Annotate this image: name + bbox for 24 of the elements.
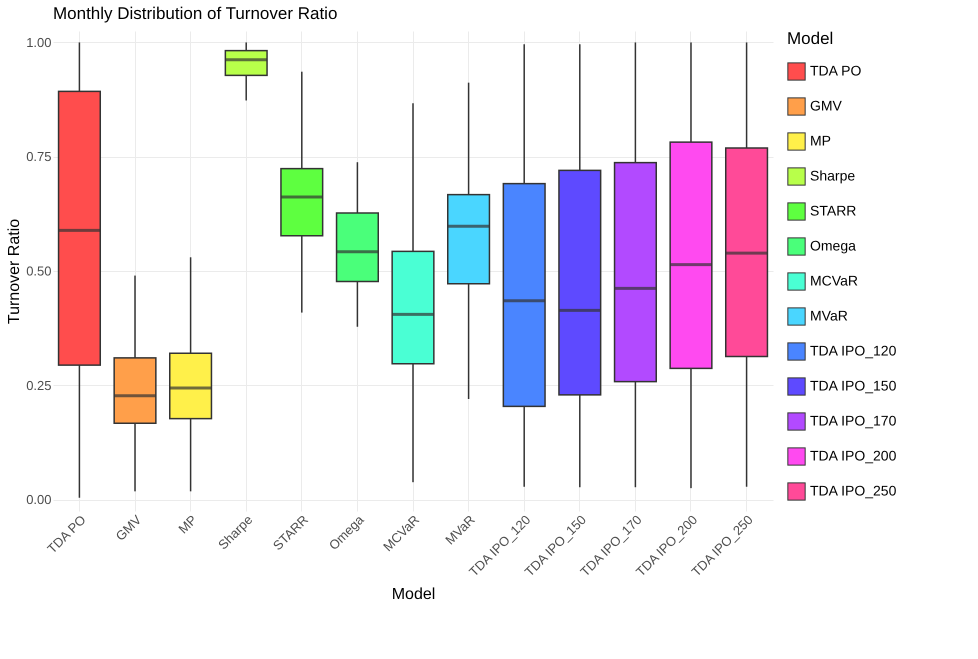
x-tick-label: TDA PO (44, 512, 89, 556)
legend-label: MCVaR (810, 272, 858, 288)
legend-label: TDA IPO_250 (810, 482, 897, 498)
legend-title: Model (787, 29, 834, 48)
legend-label: MVaR (810, 308, 848, 324)
y-tick-label: 0.75 (26, 149, 52, 164)
legend-label: TDA IPO_150 (810, 378, 897, 394)
legend-label: STARR (810, 202, 856, 218)
legend-label: TDA IPO_200 (810, 448, 897, 464)
y-tick-label: 0.00 (26, 492, 52, 508)
legend-label: MP (810, 132, 831, 148)
legend-label: GMV (810, 98, 843, 114)
y-tick-label: 1.00 (26, 34, 52, 50)
legend-label: TDA IPO_120 (810, 342, 897, 358)
y-tick-label: 0.50 (26, 264, 52, 278)
legend-label: TDA IPO_170 (810, 412, 897, 428)
y-tick-label: 0.25 (26, 378, 52, 393)
x-axis-title: Model (392, 586, 436, 603)
chart-title: Monthly Distribution of Turnover Ratio (53, 4, 338, 23)
legend-label: Sharpe (810, 168, 856, 184)
y-axis-title: Turnover Ratio (6, 218, 24, 324)
x-tick-label: MP (175, 512, 200, 536)
legend-label: Omega (810, 238, 856, 254)
legend-label: TDA PO (810, 62, 862, 78)
